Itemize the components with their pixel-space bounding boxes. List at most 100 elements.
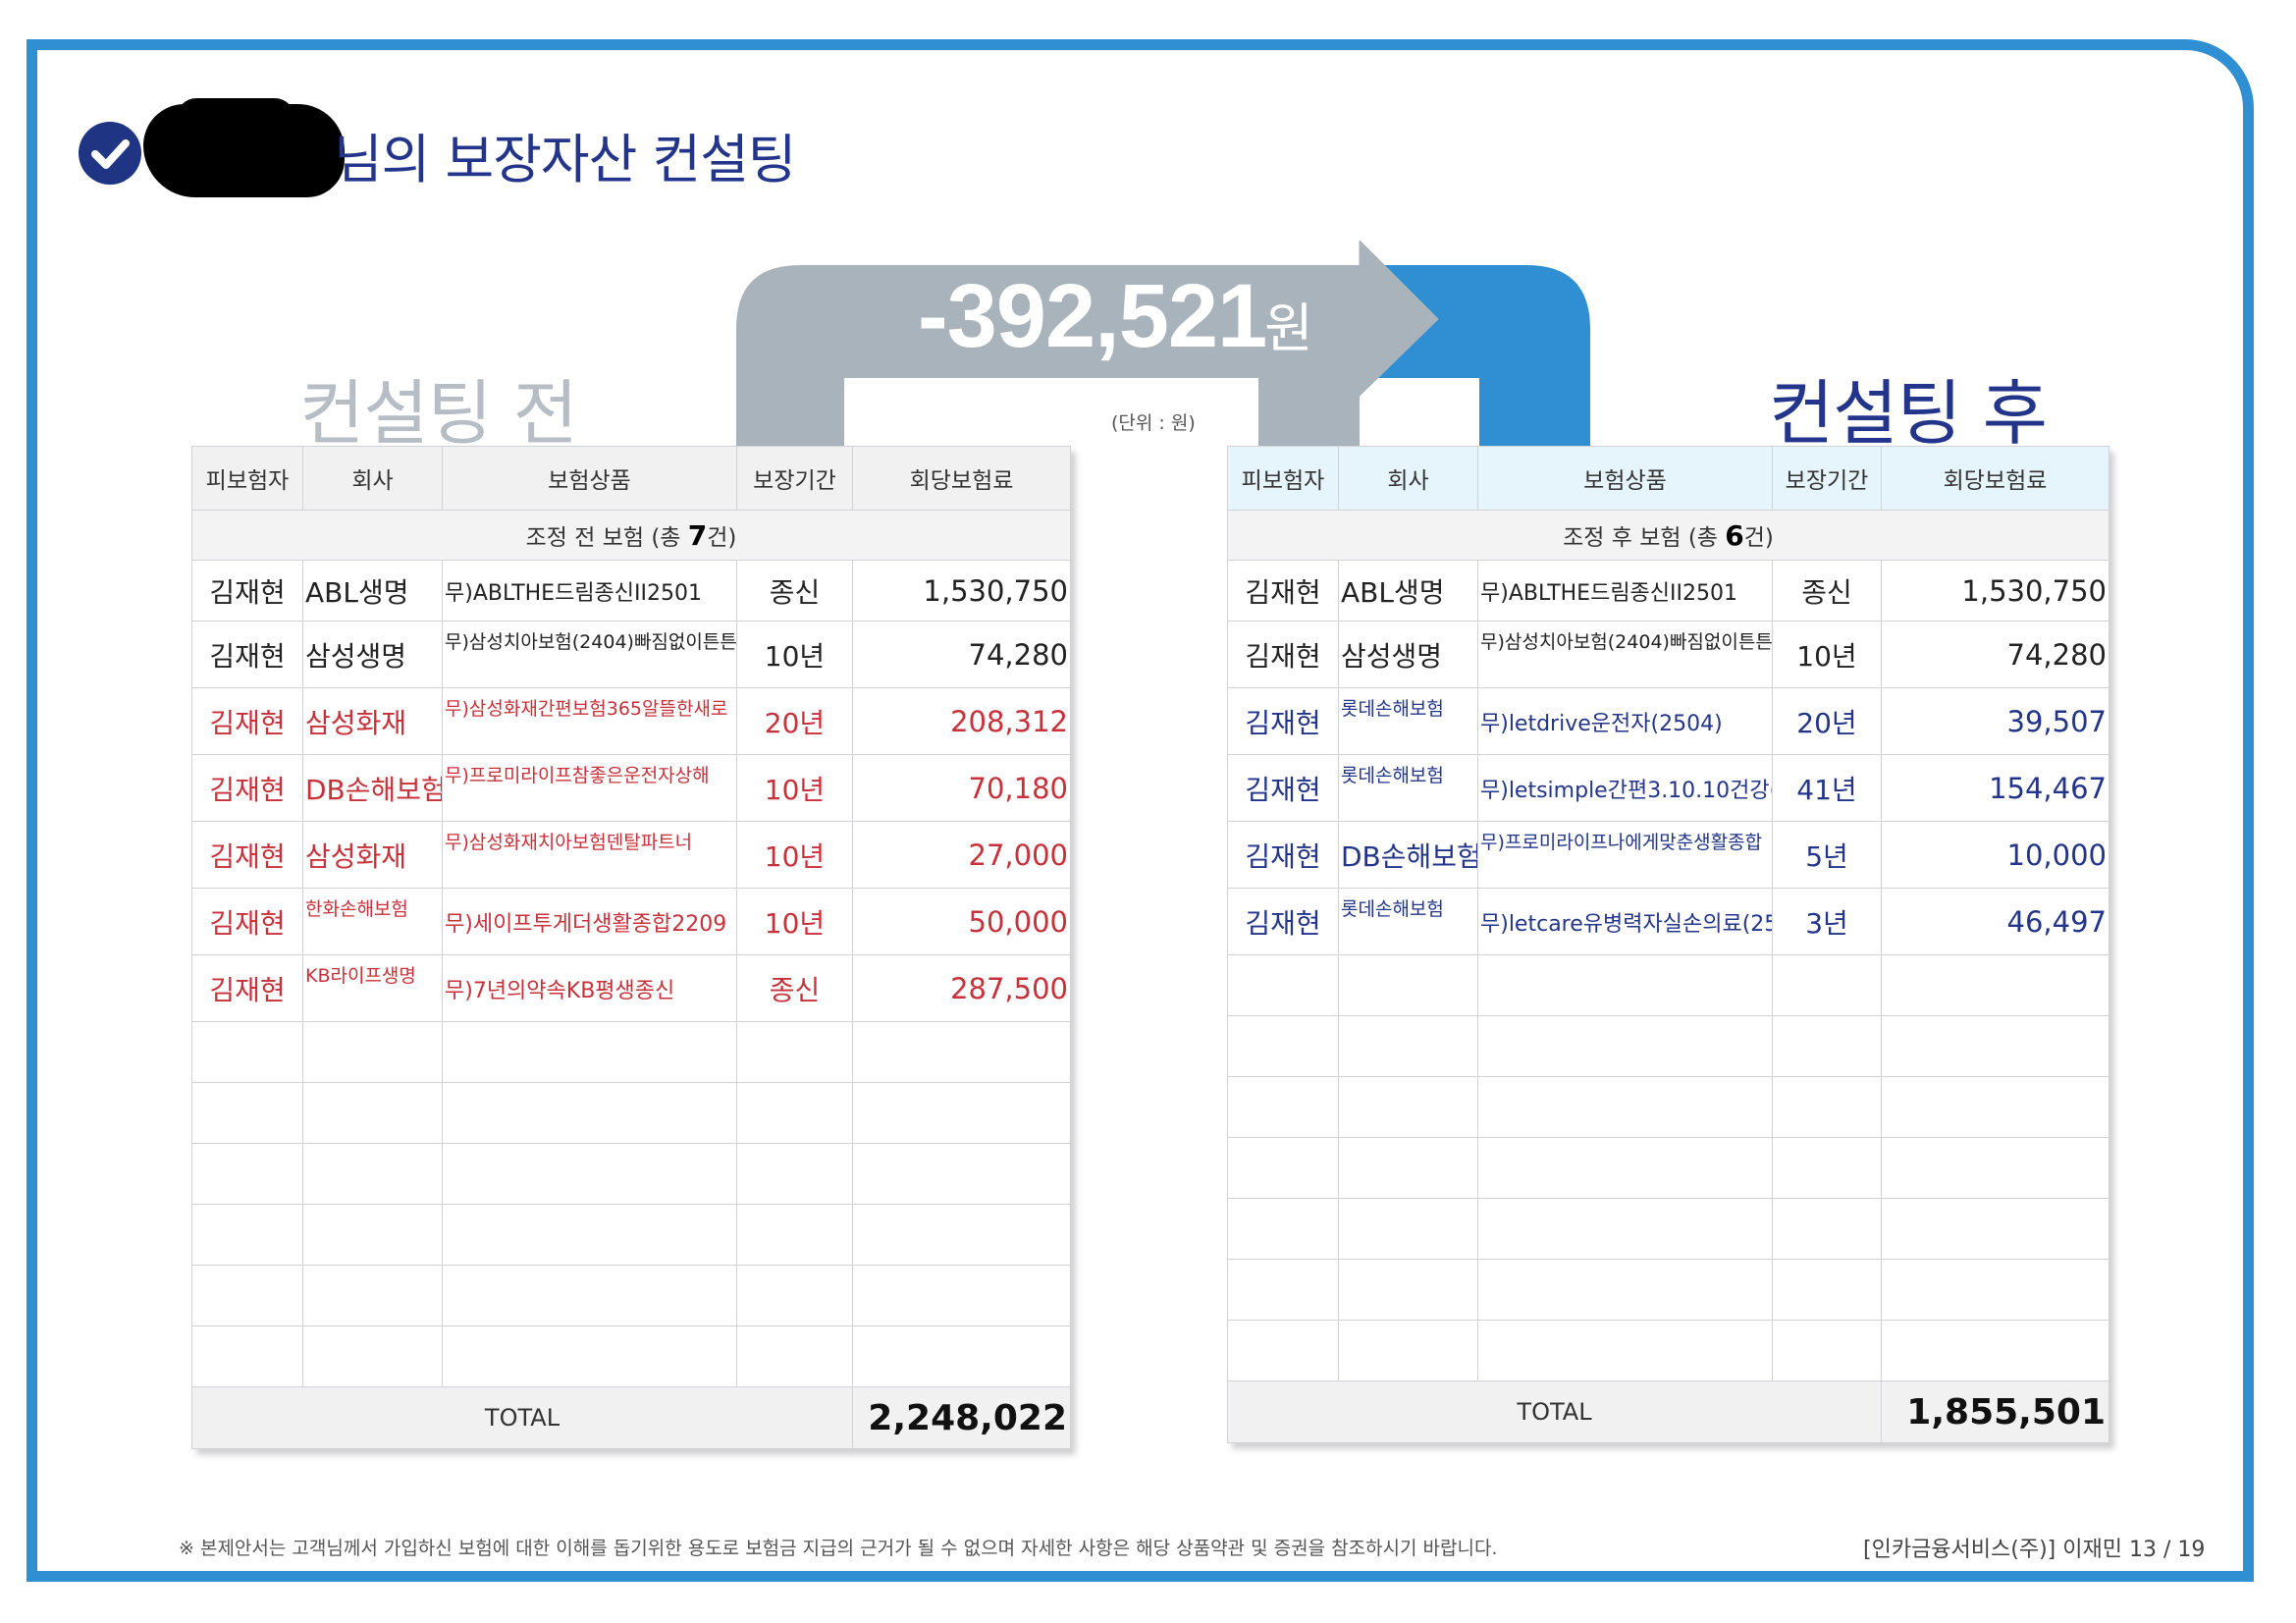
company-cell: ABL생명 [1338, 560, 1478, 622]
premium-cell: 50,000 [852, 888, 1071, 955]
period-cell [1772, 1259, 1882, 1321]
product-cell [1477, 1015, 1773, 1077]
empty-row [1227, 1320, 2109, 1381]
company-cell [1338, 1198, 1478, 1260]
period-cell [1772, 1076, 1882, 1138]
period-cell [736, 1082, 853, 1144]
product-cell [442, 1265, 737, 1326]
premium-cell [852, 1082, 1071, 1144]
period-cell: 41년 [1772, 754, 1882, 822]
product-cell [442, 1204, 737, 1266]
empty-row [191, 1021, 1071, 1083]
period-cell: 20년 [1772, 687, 1882, 755]
col-period-header: 보장기간 [736, 446, 853, 511]
insured-cell: 김재현 [191, 954, 303, 1022]
company-cell: 삼성화재 [302, 821, 443, 889]
insured-cell [1227, 1198, 1339, 1260]
premium-cell [1881, 1198, 2109, 1260]
col-company-header: 회사 [302, 446, 443, 511]
page-number: 13 / 19 [2128, 1538, 2206, 1562]
footer-agency-page: [인카금융서비스(주)] 이재민 13 / 19 [1863, 1532, 2205, 1563]
premium-cell: 27,000 [852, 821, 1071, 889]
period-cell: 10년 [736, 821, 853, 889]
company-cell [302, 1204, 443, 1266]
insured-cell [1227, 1015, 1339, 1077]
unit-note: (단위 : 원) [1111, 412, 1196, 434]
period-cell: 10년 [736, 621, 853, 688]
difference-amount: -392,521 [918, 266, 1267, 366]
premium-cell: 154,467 [1881, 754, 2109, 822]
total-row: TOTAL 1,855,501 [1227, 1380, 2109, 1443]
difference-arrow [736, 241, 1590, 447]
period-cell: 종신 [736, 954, 853, 1022]
product-cell: 무)삼성화재치아보험덴탈파트너 [442, 821, 737, 889]
company-cell: 한화손해보험 [302, 888, 443, 955]
insured-cell [191, 1143, 303, 1205]
insured-cell: 김재현 [191, 754, 303, 822]
table-row: 김재현 ABL생명 무)ABLTHE드림종신II2501 종신 1,530,750 [1227, 560, 2109, 622]
product-cell: 무)삼성치아보험(2404)빠짐없이튼튼 [442, 621, 737, 688]
product-cell: 무)삼성치아보험(2404)빠짐없이튼튼 [1477, 621, 1773, 688]
period-cell [1772, 1137, 1882, 1199]
col-insured-header: 피보험자 [1227, 446, 1339, 511]
product-cell [1477, 1198, 1773, 1260]
period-cell [736, 1021, 853, 1083]
col-insured-header: 피보험자 [191, 446, 303, 511]
insured-cell [1227, 1320, 1339, 1381]
total-value: 1,855,501 [1881, 1380, 2109, 1443]
insured-cell [1227, 954, 1339, 1016]
period-cell: 5년 [1772, 821, 1882, 889]
period-cell: 10년 [1772, 621, 1882, 688]
company-cell [302, 1325, 443, 1387]
premium-cell: 10,000 [1881, 821, 2109, 889]
empty-row [1227, 954, 2109, 1016]
after-label: 컨설팅 후 [1769, 372, 2048, 455]
table-row: 김재현 DB손해보험 무)프로미라이프참좋은운전자상해 10년 70,180 [191, 754, 1071, 822]
table-row: 김재현 DB손해보험 무)프로미라이프나에게맞춘생활종합 5년 10,000 [1227, 821, 2109, 889]
before-label: 컨설팅 전 [299, 372, 578, 455]
disclaimer-note: ※ 본제안서는 고객님께서 가입하신 보험에 대한 이해를 돕기위한 용도로 보… [179, 1538, 1498, 1559]
empty-row [1227, 1259, 2109, 1321]
table-row: 김재현 삼성화재 무)삼성화재간편보험365알뜰한새로 20년 208,312 [191, 687, 1071, 755]
insured-cell: 김재현 [191, 621, 303, 688]
empty-row [191, 1325, 1071, 1387]
premium-cell: 70,180 [852, 754, 1071, 822]
agency-name: [인카금융서비스(주)] 이재민 [1863, 1538, 2122, 1562]
period-cell: 종신 [1772, 560, 1882, 622]
insured-cell: 김재현 [1227, 560, 1339, 622]
table-row: 김재현 롯데손해보험 무)letdrive운전자(2504) 20년 39,507 [1227, 687, 2109, 755]
premium-cell [852, 1021, 1071, 1083]
empty-row [1227, 1076, 2109, 1138]
insured-cell: 김재현 [191, 687, 303, 755]
table-subheader-row: 조정 후 보험 (총 6건) [1227, 510, 2109, 561]
insured-cell: 김재현 [1227, 754, 1339, 822]
before-count-label: 조정 전 보험 (총 7건) [191, 510, 1071, 561]
product-cell [1477, 1259, 1773, 1321]
total-label: TOTAL [191, 1386, 853, 1449]
company-cell: KB라이프생명 [302, 954, 443, 1022]
period-cell: 10년 [736, 888, 853, 955]
product-cell: 무)letdrive운전자(2504) [1477, 687, 1773, 755]
product-cell [1477, 1137, 1773, 1199]
insured-cell [191, 1082, 303, 1144]
premium-cell: 46,497 [1881, 888, 2109, 955]
product-cell [442, 1143, 737, 1205]
table-row: 김재현 삼성화재 무)삼성화재치아보험덴탈파트너 10년 27,000 [191, 821, 1071, 889]
premium-cell: 287,500 [852, 954, 1071, 1022]
table-header-row: 피보험자 회사 보험상품 보장기간 회당보험료 [191, 446, 1071, 511]
insured-cell: 김재현 [1227, 621, 1339, 688]
insured-cell [191, 1325, 303, 1387]
company-cell: 롯데손해보험 [1338, 754, 1478, 822]
total-label: TOTAL [1227, 1380, 1882, 1443]
page-frame [27, 39, 2254, 1582]
company-cell [1338, 1015, 1478, 1077]
company-cell: 롯데손해보험 [1338, 888, 1478, 955]
insured-cell: 김재현 [1227, 687, 1339, 755]
insured-cell [191, 1265, 303, 1326]
before-count: 7 [687, 519, 708, 552]
check-circle-icon [79, 122, 141, 185]
before-table: 피보험자 회사 보험상품 보장기간 회당보험료 조정 전 보험 (총 7건) 김… [191, 446, 1071, 1449]
table-subheader-row: 조정 전 보험 (총 7건) [191, 510, 1071, 561]
after-table: 피보험자 회사 보험상품 보장기간 회당보험료 조정 후 보험 (총 6건) 김… [1227, 446, 2109, 1443]
